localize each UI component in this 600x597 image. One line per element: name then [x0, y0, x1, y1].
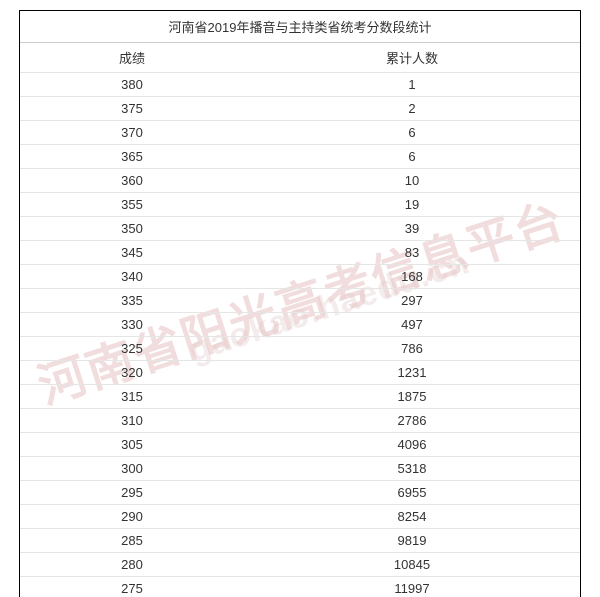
cell-count: 2 — [244, 97, 580, 120]
cell-score: 340 — [20, 265, 244, 288]
table-row: 3054096 — [20, 433, 580, 457]
cell-count: 10845 — [244, 553, 580, 576]
cell-score: 275 — [20, 577, 244, 597]
table-row: 325786 — [20, 337, 580, 361]
table-row: 3102786 — [20, 409, 580, 433]
cell-count: 497 — [244, 313, 580, 336]
cell-score: 290 — [20, 505, 244, 528]
cell-score: 380 — [20, 73, 244, 96]
cell-score: 305 — [20, 433, 244, 456]
cell-score: 360 — [20, 169, 244, 192]
cell-count: 297 — [244, 289, 580, 312]
cell-count: 6955 — [244, 481, 580, 504]
cell-count: 1 — [244, 73, 580, 96]
cell-score: 285 — [20, 529, 244, 552]
cell-score: 325 — [20, 337, 244, 360]
cell-score: 330 — [20, 313, 244, 336]
cell-count: 10 — [244, 169, 580, 192]
table-row: 28010845 — [20, 553, 580, 577]
table-row: 330497 — [20, 313, 580, 337]
page-container: 河南省阳光高考信息平台 gaokao.haedu.cn 河南省2019年播音与主… — [0, 0, 600, 597]
cell-count: 6 — [244, 145, 580, 168]
cell-count: 5318 — [244, 457, 580, 480]
table-row: 3801 — [20, 73, 580, 97]
table-row: 340168 — [20, 265, 580, 289]
cell-count: 83 — [244, 241, 580, 264]
cell-score: 350 — [20, 217, 244, 240]
cell-score: 365 — [20, 145, 244, 168]
cell-count: 6 — [244, 121, 580, 144]
cell-count: 1231 — [244, 361, 580, 384]
table-row: 2956955 — [20, 481, 580, 505]
cell-count: 8254 — [244, 505, 580, 528]
table-row: 34583 — [20, 241, 580, 265]
table-body: 3801375237063656360103551935039345833401… — [20, 73, 580, 597]
score-table: 河南省2019年播音与主持类省统考分数段统计 成绩 累计人数 380137523… — [19, 10, 581, 597]
cell-score: 335 — [20, 289, 244, 312]
table-row: 35039 — [20, 217, 580, 241]
cell-count: 4096 — [244, 433, 580, 456]
cell-score: 300 — [20, 457, 244, 480]
cell-score: 345 — [20, 241, 244, 264]
table-row: 3005318 — [20, 457, 580, 481]
cell-score: 355 — [20, 193, 244, 216]
cell-score: 320 — [20, 361, 244, 384]
table-row: 3706 — [20, 121, 580, 145]
cell-score: 280 — [20, 553, 244, 576]
table-row: 27511997 — [20, 577, 580, 597]
cell-score: 375 — [20, 97, 244, 120]
table-row: 335297 — [20, 289, 580, 313]
table-row: 2908254 — [20, 505, 580, 529]
cell-count: 9819 — [244, 529, 580, 552]
cell-count: 2786 — [244, 409, 580, 432]
table-row: 36010 — [20, 169, 580, 193]
header-score: 成绩 — [20, 43, 244, 72]
table-row: 3752 — [20, 97, 580, 121]
cell-count: 39 — [244, 217, 580, 240]
table-row: 3656 — [20, 145, 580, 169]
table-row: 35519 — [20, 193, 580, 217]
cell-count: 168 — [244, 265, 580, 288]
cell-score: 315 — [20, 385, 244, 408]
cell-count: 11997 — [244, 577, 580, 597]
cell-count: 19 — [244, 193, 580, 216]
table-row: 3201231 — [20, 361, 580, 385]
header-count: 累计人数 — [244, 43, 580, 72]
table-row: 2859819 — [20, 529, 580, 553]
cell-score: 310 — [20, 409, 244, 432]
cell-count: 1875 — [244, 385, 580, 408]
table-title: 河南省2019年播音与主持类省统考分数段统计 — [20, 11, 580, 43]
table-header-row: 成绩 累计人数 — [20, 43, 580, 73]
table-row: 3151875 — [20, 385, 580, 409]
cell-count: 786 — [244, 337, 580, 360]
cell-score: 295 — [20, 481, 244, 504]
cell-score: 370 — [20, 121, 244, 144]
